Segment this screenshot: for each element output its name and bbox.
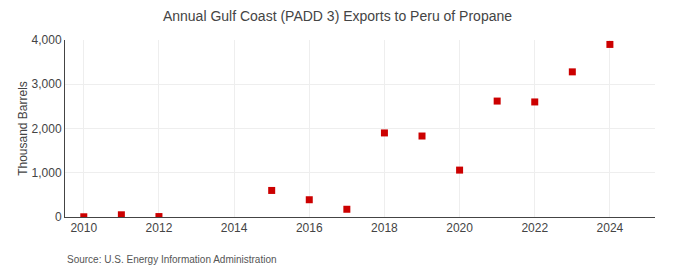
svg-text:0: 0: [55, 210, 62, 224]
svg-text:2012: 2012: [146, 221, 173, 235]
svg-text:2014: 2014: [221, 221, 248, 235]
svg-text:2010: 2010: [70, 221, 97, 235]
svg-text:2,000: 2,000: [32, 122, 62, 136]
svg-text:2020: 2020: [446, 221, 473, 235]
svg-text:1,000: 1,000: [32, 166, 62, 180]
svg-text:4,000: 4,000: [32, 33, 62, 47]
svg-text:2022: 2022: [521, 221, 548, 235]
svg-text:Source: U.S. Energy Informatio: Source: U.S. Energy Information Administ…: [67, 254, 277, 265]
svg-text:2016: 2016: [296, 221, 323, 235]
svg-text:3,000: 3,000: [32, 77, 62, 91]
svg-text:2024: 2024: [597, 221, 624, 235]
svg-text:2018: 2018: [371, 221, 398, 235]
svg-text:Thousand Barrels: Thousand Barrels: [16, 81, 30, 176]
svg-text:Annual Gulf Coast (PADD 3) Exp: Annual Gulf Coast (PADD 3) Exports to Pe…: [163, 8, 512, 24]
